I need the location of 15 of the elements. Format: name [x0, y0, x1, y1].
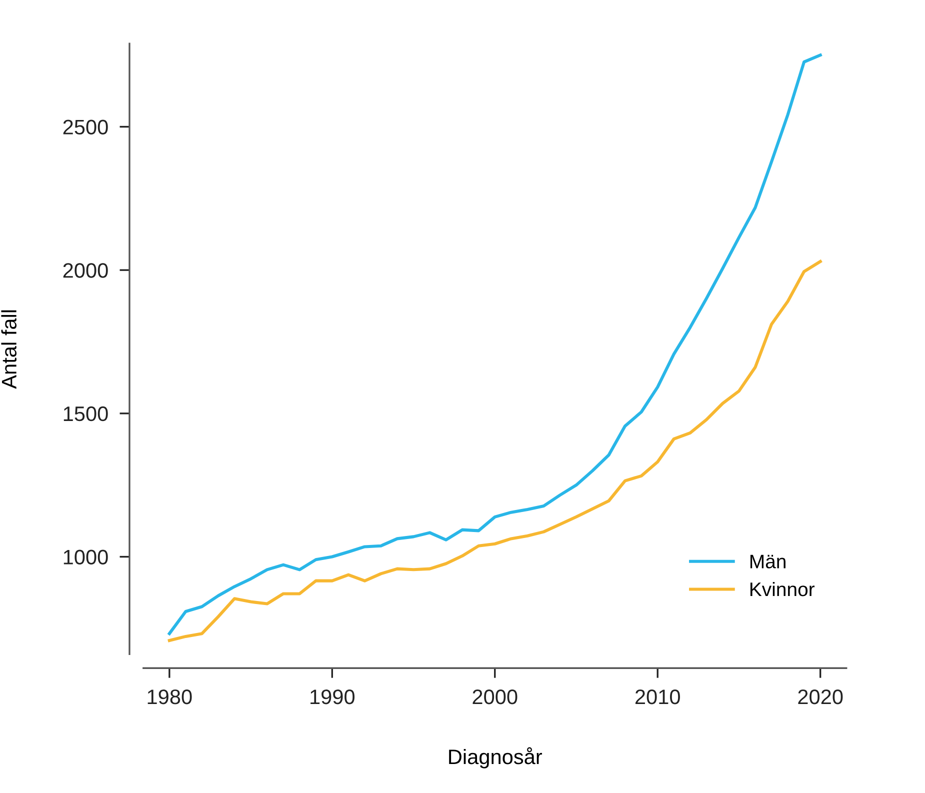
- line-series: [168, 260, 822, 642]
- y-axis-title: Antal fall: [1, 310, 17, 389]
- legend-label: Män: [750, 554, 786, 568]
- x-tick-label: 1980: [148, 689, 192, 704]
- y-tick-label: 2000: [63, 263, 108, 278]
- legend-label: Kvinnor: [750, 582, 814, 596]
- y-tick-label: 2500: [63, 120, 108, 135]
- x-tick-label: 2020: [798, 689, 843, 704]
- x-tick-label: 1990: [310, 689, 355, 704]
- x-axis-title: Diagnosår: [449, 747, 542, 768]
- y-tick-label: 1000: [64, 550, 108, 565]
- x-tick-label: 2000: [472, 689, 518, 704]
- line-series: [168, 54, 822, 636]
- x-tick-label: 2010: [635, 689, 680, 704]
- y-tick-label: 1500: [64, 406, 108, 422]
